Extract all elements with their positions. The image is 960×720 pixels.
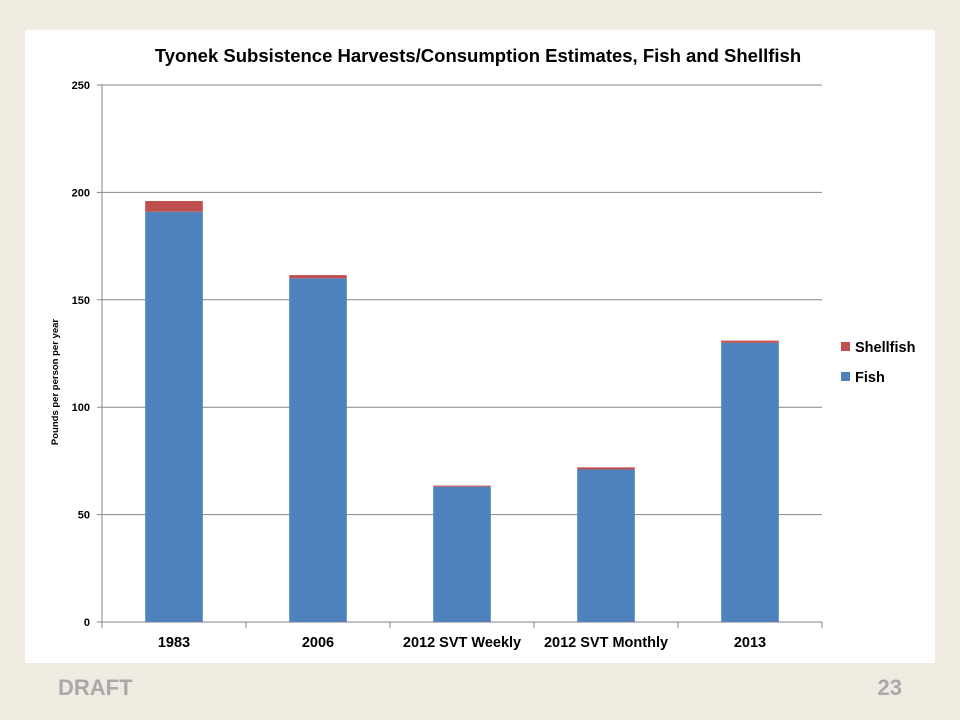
chart: Tyonek Subsistence Harvests/Consumption … bbox=[50, 45, 915, 651]
gridlines bbox=[102, 84, 822, 516]
y-axis-label: Pounds per person per year bbox=[50, 319, 61, 445]
footer-draft-label: DRAFT bbox=[58, 675, 133, 700]
legend-swatch bbox=[841, 342, 850, 351]
bar-shellfish-4 bbox=[721, 340, 779, 343]
bars bbox=[145, 200, 779, 622]
y-tick-label: 0 bbox=[84, 617, 90, 629]
bar-shellfish-1 bbox=[289, 275, 347, 279]
x-tick-label: 2006 bbox=[302, 635, 334, 651]
legend-swatch bbox=[841, 372, 850, 381]
y-tick-label: 200 bbox=[72, 187, 90, 199]
bar-fish-1 bbox=[289, 278, 347, 622]
x-tick-label: 1983 bbox=[158, 635, 190, 651]
legend-label: Shellfish bbox=[855, 340, 915, 356]
bar-shellfish-2 bbox=[433, 485, 491, 487]
x-tick-label: 2012 SVT Weekly bbox=[403, 635, 521, 651]
x-tick-label: 2013 bbox=[734, 635, 766, 651]
bar-shellfish-0 bbox=[145, 200, 203, 212]
bar-shellfish-3 bbox=[577, 467, 635, 470]
y-tick-label: 250 bbox=[72, 80, 90, 92]
x-tick-labels: 1983 2006 2012 SVT Weekly 2012 SVT Monthly 2… bbox=[158, 635, 766, 651]
y-tick-labels: 0 50 100 150 200 250 bbox=[72, 80, 90, 629]
footer-page-number: 23 bbox=[877, 675, 902, 700]
bar-fish-4 bbox=[721, 342, 779, 622]
y-tick-label: 100 bbox=[72, 402, 90, 414]
x-tick-label: 2012 SVT Monthly bbox=[544, 635, 668, 651]
slide: Tyonek Subsistence Harvests/Consumption … bbox=[25, 30, 935, 663]
y-tick-label: 150 bbox=[72, 295, 90, 307]
bar-fish-2 bbox=[433, 486, 491, 622]
chart-title: Tyonek Subsistence Harvests/Consumption … bbox=[155, 45, 801, 66]
legend-label: Fish bbox=[855, 370, 885, 386]
legend: Shellfish Fish bbox=[841, 340, 915, 386]
bar-fish-0 bbox=[145, 211, 203, 622]
y-tick-label: 50 bbox=[78, 510, 90, 522]
bar-fish-3 bbox=[577, 469, 635, 622]
